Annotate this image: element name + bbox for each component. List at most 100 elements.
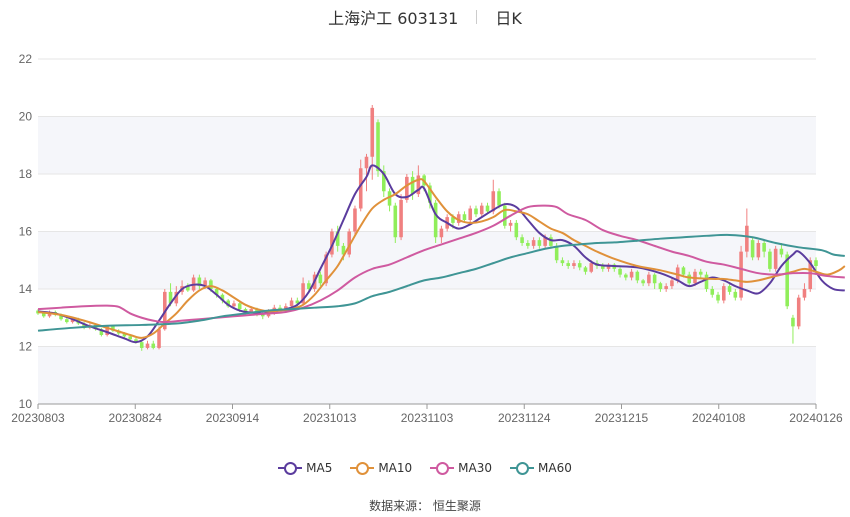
candle-body	[485, 205, 490, 212]
y-tick-label: 20	[19, 110, 33, 124]
candle	[186, 283, 190, 292]
candle-body	[341, 245, 346, 255]
candle	[773, 245, 778, 272]
candle	[439, 225, 444, 243]
x-tick-label: 20231124	[498, 411, 551, 425]
legend-marker-icon	[510, 462, 535, 475]
candle	[756, 240, 761, 261]
candle-body	[289, 300, 294, 307]
candle	[566, 260, 570, 269]
candle-body	[249, 309, 254, 312]
candle-body	[307, 283, 311, 289]
candle-body	[641, 280, 645, 284]
y-tick-label: 10	[19, 397, 33, 411]
candle-body	[698, 271, 703, 275]
chart-title-period: 日K	[495, 9, 522, 28]
candle-body	[583, 267, 588, 272]
candle-body	[658, 283, 663, 289]
candle	[664, 283, 668, 292]
candle-body	[428, 185, 432, 203]
candle-body	[647, 274, 651, 284]
candle	[197, 274, 202, 289]
candle-body	[456, 214, 461, 223]
candle	[405, 174, 409, 203]
candle	[658, 281, 663, 292]
candle-body	[128, 336, 132, 340]
candle	[289, 297, 294, 308]
candle-body	[237, 303, 242, 310]
ma-line-ma30	[37, 204, 845, 324]
candle-body	[739, 251, 743, 298]
candle	[393, 202, 398, 243]
candle	[814, 257, 818, 272]
candle-body	[324, 254, 328, 284]
candle	[716, 291, 720, 304]
candle-body	[572, 263, 576, 266]
ma-line-ma10	[37, 178, 846, 339]
legend-item-ma60[interactable]: MA60	[510, 461, 572, 475]
candle	[330, 228, 334, 258]
legend-item-ma30[interactable]: MA30	[430, 461, 492, 475]
y-tick-label: 22	[19, 52, 33, 66]
candle	[762, 240, 766, 258]
candle-body	[808, 260, 813, 289]
candle	[618, 267, 622, 278]
candle-body	[358, 168, 363, 209]
candle	[145, 340, 150, 350]
candle-body	[762, 243, 766, 252]
candle-body	[727, 286, 732, 292]
candle-body	[405, 176, 409, 200]
candle-body	[209, 280, 213, 289]
x-axis: 20230803 20230824 20230914 20231013 20231103…	[11, 403, 843, 425]
candle	[462, 211, 467, 223]
candle-body	[111, 326, 115, 331]
candle	[514, 220, 519, 241]
candle-body	[70, 319, 75, 323]
candle	[468, 205, 473, 223]
candle	[802, 283, 807, 301]
candle-body	[197, 277, 202, 287]
candle	[353, 205, 357, 235]
candle	[750, 237, 755, 261]
candle-body	[629, 271, 634, 278]
candle	[796, 294, 801, 330]
y-axis-labels: 10 12 14 16 18 20 22	[19, 52, 33, 411]
candle	[791, 314, 795, 344]
candle-body	[624, 274, 628, 278]
legend-item-ma10[interactable]: MA10	[350, 461, 412, 475]
candle-body	[174, 291, 179, 304]
candle-body	[65, 319, 69, 323]
y-tick-label: 16	[19, 225, 33, 239]
candle-body	[393, 205, 398, 238]
candle	[220, 293, 225, 304]
y-tick-label: 18	[19, 167, 33, 181]
candle	[526, 240, 530, 249]
candle-body	[410, 176, 415, 195]
candle	[381, 165, 386, 197]
legend-item-ma5[interactable]: MA5	[278, 461, 332, 475]
candle-body	[479, 205, 484, 215]
candle-body	[122, 333, 127, 337]
candle-body	[664, 286, 668, 289]
candle-body	[589, 263, 594, 272]
legend: MA5 MA10 MA30 MA60	[0, 458, 850, 478]
candle-body	[722, 286, 726, 301]
candle-body	[600, 266, 605, 269]
candle-body	[704, 274, 709, 289]
candle-body	[802, 289, 807, 298]
candle-body	[433, 202, 438, 238]
candle-body	[347, 231, 351, 255]
candle-body	[295, 300, 300, 304]
candle	[479, 202, 484, 218]
candle	[318, 271, 323, 287]
candle	[491, 179, 496, 215]
candle-body	[577, 263, 582, 268]
y-tick-label: 12	[19, 340, 33, 354]
candle-body	[157, 329, 161, 348]
candle	[139, 340, 144, 351]
candle-body	[82, 323, 86, 328]
candle-body	[514, 222, 519, 238]
x-tick-label: 20231215	[595, 411, 649, 425]
candle	[364, 153, 369, 192]
